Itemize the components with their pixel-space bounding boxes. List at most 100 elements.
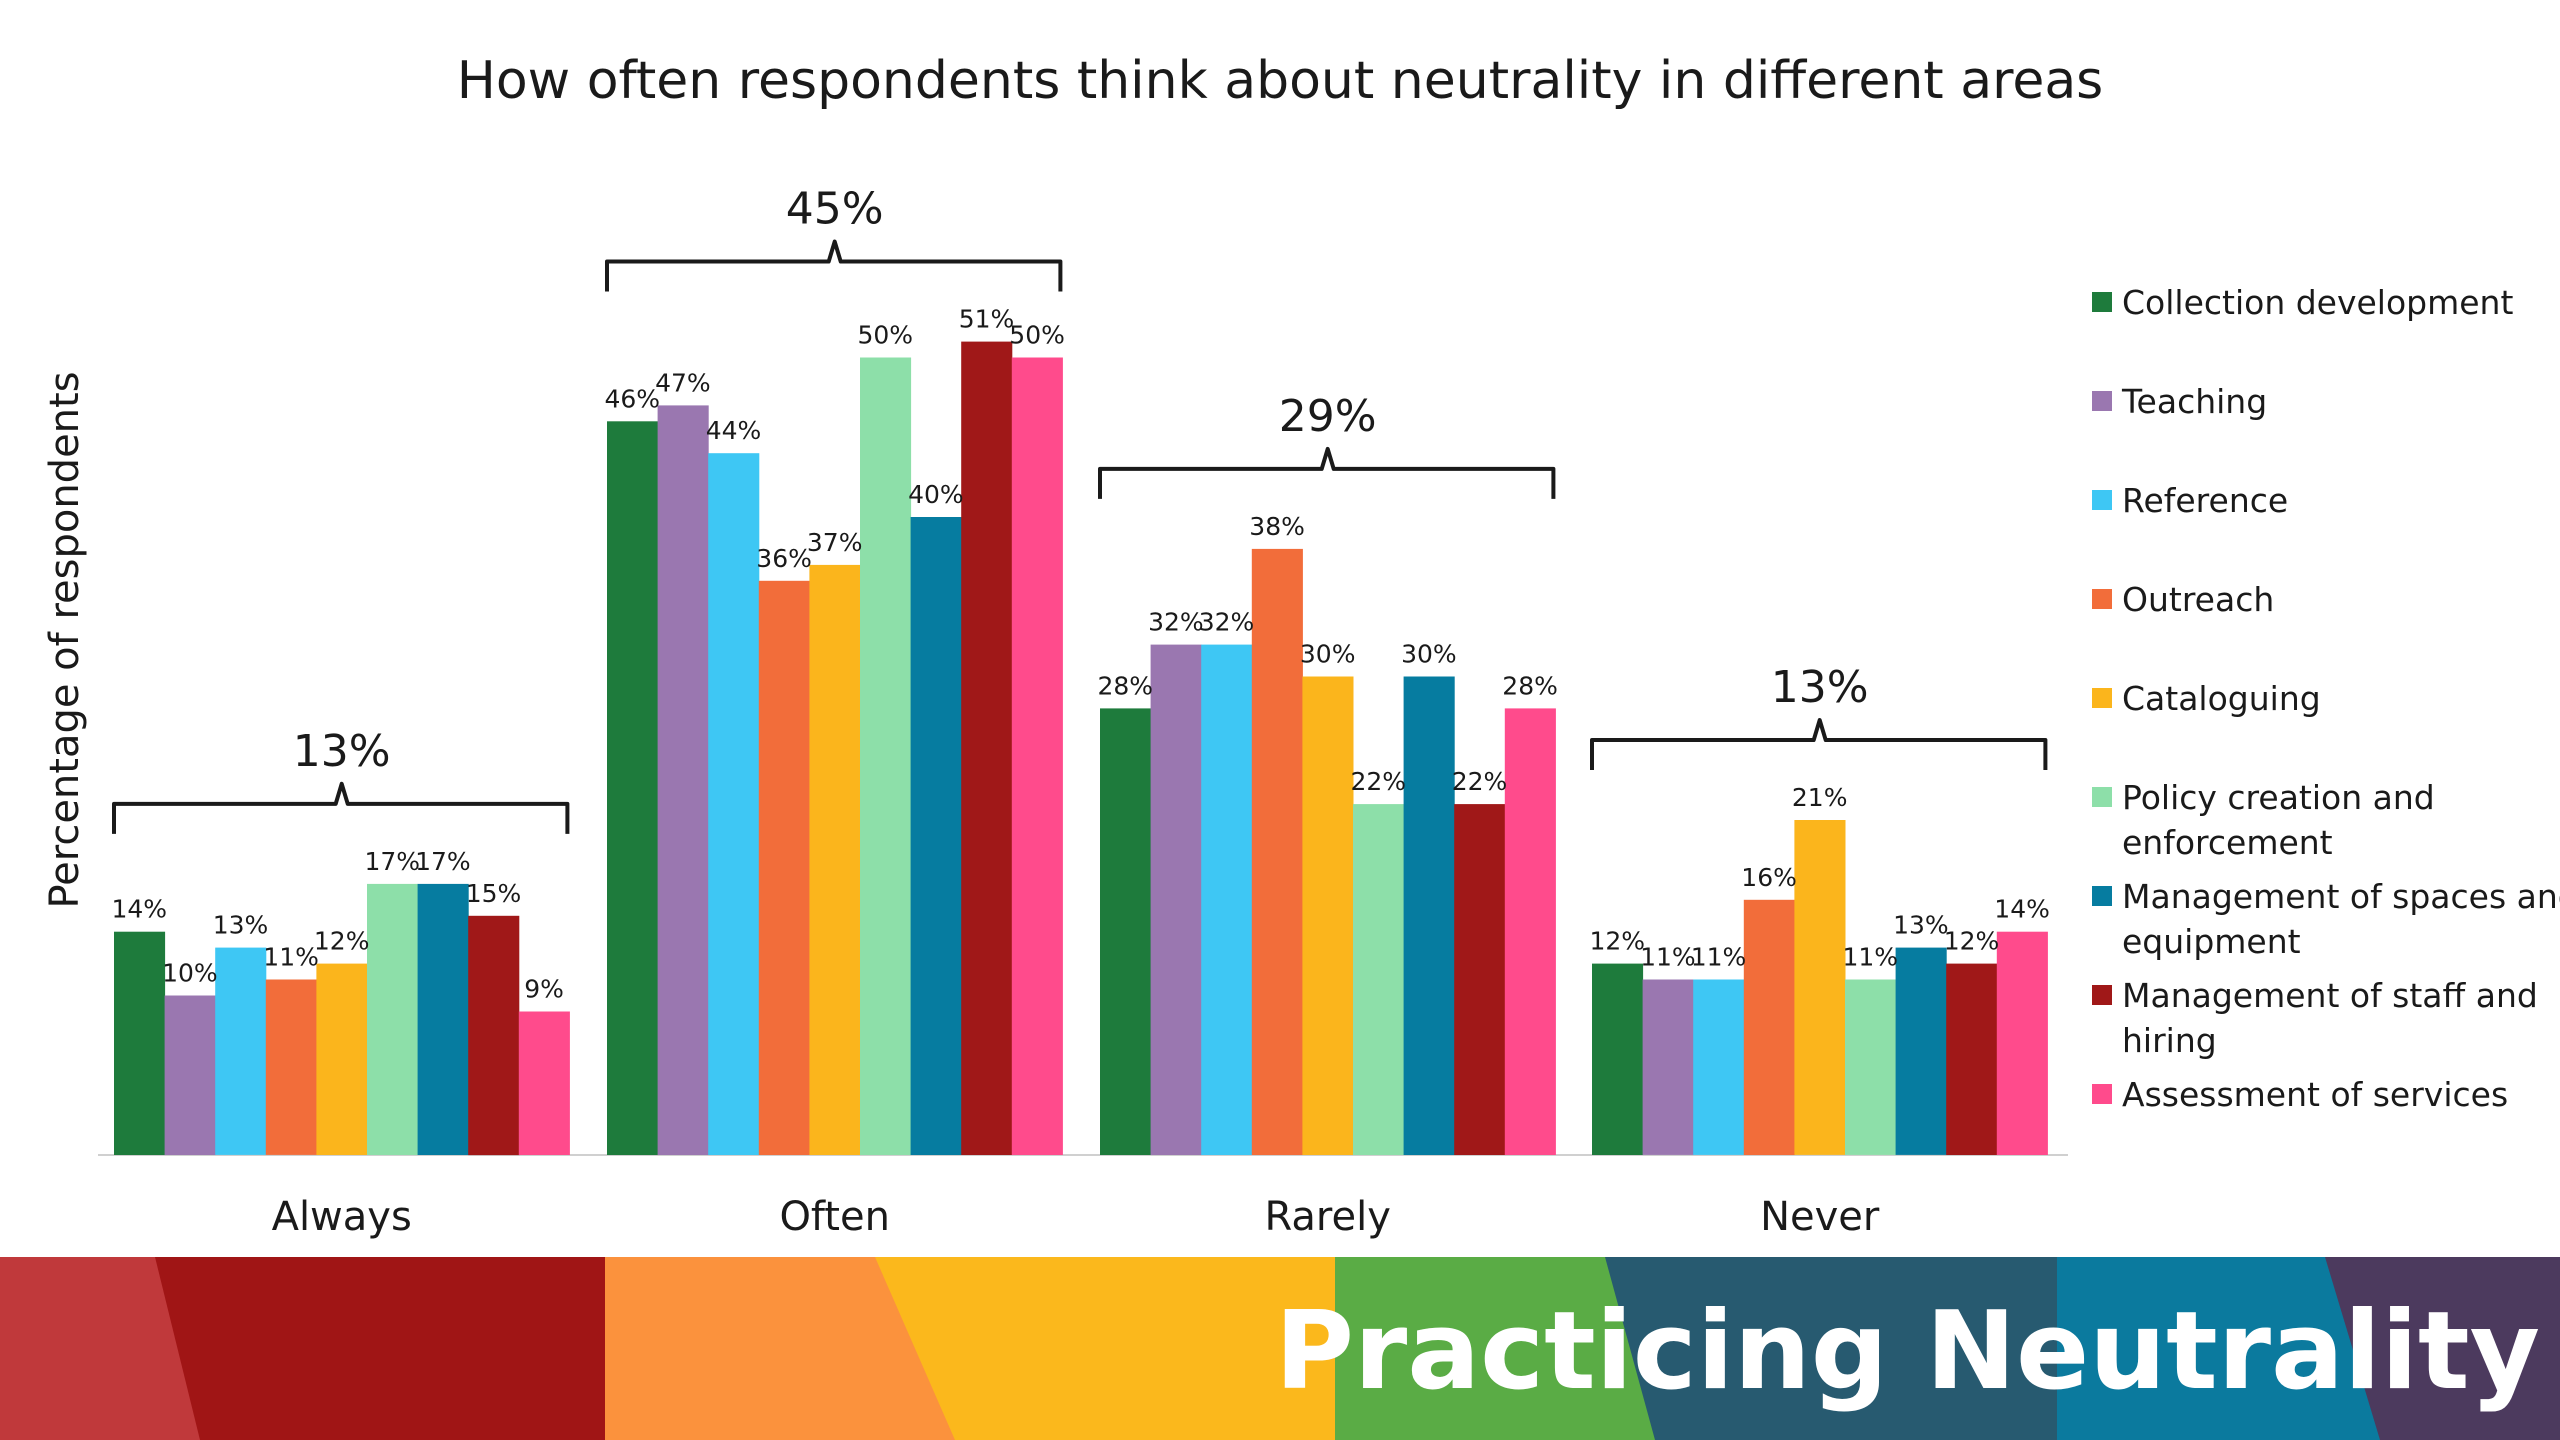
bar: [758, 580, 810, 1155]
legend-entry: Management of staff and hiring: [2122, 976, 2538, 1060]
data-label: 51%: [959, 305, 1015, 334]
group-bracket: [1590, 718, 2048, 771]
bars-layer: [114, 341, 2048, 1156]
bar: [164, 995, 216, 1155]
x-tick-label: Always: [272, 1194, 412, 1240]
group-total-label: 45%: [786, 184, 884, 235]
data-label: 28%: [1098, 671, 1154, 700]
data-label: 32%: [1199, 608, 1255, 637]
legend-swatch: [2092, 292, 2112, 312]
bar: [1946, 963, 1998, 1155]
data-label: 46%: [605, 384, 661, 413]
data-label: 11%: [263, 943, 319, 972]
legend-swatch: [2092, 985, 2112, 1005]
bar: [809, 564, 861, 1155]
data-label: 14%: [1994, 895, 2050, 924]
data-label: 22%: [1452, 767, 1508, 796]
bar: [1642, 979, 1694, 1155]
data-label: 40%: [908, 480, 964, 509]
legend-swatch: [2092, 688, 2112, 708]
footer-stripe: [2325, 1257, 2560, 1440]
group-total-label: 29%: [1279, 391, 1377, 442]
legend-swatch: [2092, 490, 2112, 510]
footer-stripe: [2057, 1257, 2385, 1440]
bar: [1794, 820, 1846, 1155]
data-label: 50%: [858, 321, 914, 350]
data-label: 28%: [1502, 671, 1558, 700]
bar: [1845, 979, 1897, 1155]
bar: [1150, 644, 1202, 1155]
bar: [657, 405, 709, 1155]
x-tick-label: Never: [1760, 1194, 1880, 1240]
bar: [518, 1011, 570, 1155]
data-label: 37%: [807, 528, 863, 557]
bar: [1996, 931, 2048, 1155]
bar: [1504, 708, 1556, 1155]
x-tick-label: Rarely: [1265, 1194, 1391, 1240]
legend-entry: Collection development: [2122, 283, 2513, 322]
data-label: 32%: [1148, 608, 1204, 637]
y-axis-label: Percentage of respondents: [42, 371, 88, 908]
bar: [215, 947, 267, 1155]
bar: [1743, 899, 1795, 1155]
group-bracket: [1098, 446, 1556, 499]
data-label: 30%: [1300, 640, 1356, 669]
footer-stripe: [1335, 1257, 1660, 1440]
data-label: 36%: [756, 544, 812, 573]
legend-swatch: [2092, 787, 2112, 807]
data-label: 9%: [524, 975, 564, 1004]
data-label: 44%: [706, 416, 762, 445]
legend-swatch: [2092, 886, 2112, 906]
bar: [417, 883, 469, 1155]
legend-entry: Assessment of services: [2122, 1075, 2508, 1114]
data-label: 12%: [314, 927, 370, 956]
bar: [708, 453, 760, 1155]
footer-stripe: [0, 1257, 205, 1440]
legend: Collection development Teaching Reference O…: [2092, 283, 2560, 1114]
bar: [1100, 708, 1152, 1155]
bar: [1895, 947, 1947, 1155]
bar: [961, 341, 1013, 1156]
legend-swatch: [2092, 1084, 2112, 1104]
data-label: 13%: [213, 911, 269, 940]
data-label: 21%: [1792, 783, 1848, 812]
chart-title: How often respondents think about neutra…: [457, 51, 2104, 111]
bar: [1011, 357, 1063, 1155]
bar: [910, 517, 962, 1155]
legend-swatch: [2092, 391, 2112, 411]
data-label: 38%: [1249, 512, 1305, 541]
data-label: 13%: [1893, 911, 1949, 940]
bar: [1353, 804, 1405, 1155]
data-label: 12%: [1944, 927, 2000, 956]
data-label: 11%: [1640, 943, 1696, 972]
footer-stripe: [875, 1257, 1340, 1440]
group-total-label: 13%: [293, 726, 391, 777]
bar: [316, 963, 368, 1155]
data-label: 10%: [162, 959, 218, 988]
legend-entry: Management of spaces and equipment: [2122, 877, 2560, 961]
category-labels-layer: Always Often Rarely Never: [272, 1194, 1880, 1240]
bar: [1251, 548, 1303, 1155]
data-label: 11%: [1691, 943, 1747, 972]
legend-entry: Outreach: [2122, 580, 2274, 619]
data-label: 12%: [1590, 927, 1646, 956]
data-label: 16%: [1741, 863, 1797, 892]
bar: [1592, 963, 1644, 1155]
legend-entry: Teaching: [2121, 382, 2267, 421]
bar: [607, 421, 659, 1155]
group-brackets-layer: 13% 45% 29% 13%: [112, 184, 2048, 834]
data-label: 50%: [1009, 321, 1065, 350]
data-label: 15%: [466, 879, 522, 908]
data-label: 11%: [1843, 943, 1899, 972]
bar: [1454, 804, 1506, 1155]
bar: [1201, 644, 1253, 1155]
bar: [1302, 676, 1354, 1155]
bar: [860, 357, 912, 1155]
footer-banner: Practicing Neutrality: [0, 1257, 2560, 1440]
bar: [1403, 676, 1455, 1155]
data-label: 30%: [1401, 640, 1457, 669]
legend-entry: Policy creation and enforcement: [2122, 778, 2435, 862]
legend-entry: Reference: [2122, 481, 2288, 520]
footer-stripe: [605, 1257, 960, 1440]
legend-entry: Cataloguing: [2122, 679, 2321, 718]
